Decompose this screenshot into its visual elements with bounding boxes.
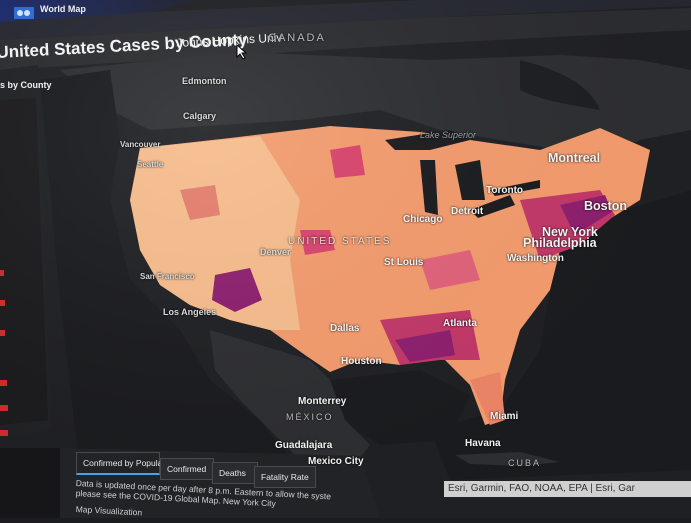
city-guadalajara: Guadalajara <box>275 440 333 451</box>
map-attribution: Esri, Garmin, FAO, NOAA, EPA | Esri, Gar <box>444 481 691 497</box>
label-cuba: CUBA <box>508 458 542 468</box>
city-houston: Houston <box>341 356 382 367</box>
city-atlanta: Atlanta <box>443 318 477 329</box>
city-st-louis: St Louis <box>384 257 424 268</box>
city-dallas: Dallas <box>330 323 360 334</box>
tab-deaths[interactable]: Deaths <box>212 462 258 484</box>
side-panel-title: s by County <box>0 80 52 90</box>
city-monterrey: Monterrey <box>298 396 347 407</box>
city-los-angeles: Los Angeles <box>163 307 217 317</box>
city-chicago: Chicago <box>403 214 443 225</box>
tab-fatality-rate[interactable]: Fatality Rate <box>254 466 316 488</box>
city-washington: Washington <box>507 253 564 264</box>
city-detroit: Detroit <box>451 206 484 217</box>
label-mexico: MÉXICO <box>286 412 334 422</box>
city-calgary: Calgary <box>183 111 217 121</box>
globe-icon <box>14 6 34 19</box>
label-canada: CANADA <box>268 32 326 44</box>
city-philadelphia: Philadelphia <box>523 236 597 250</box>
city-toronto: Toronto <box>486 185 524 196</box>
city-mexico-city: Mexico City <box>308 456 364 467</box>
label-lake-superior: Lake Superior <box>420 130 477 140</box>
city-boston: Boston <box>584 199 628 213</box>
city-seattle: Seattle <box>137 160 164 169</box>
cursor-icon <box>236 43 248 65</box>
city-edmonton: Edmonton <box>182 76 227 86</box>
city-miami: Miami <box>490 411 519 422</box>
city-denver: Denver <box>260 247 291 257</box>
label-united-states: UNITED STATES <box>288 236 392 247</box>
city-vancouver: Vancouver <box>120 140 161 149</box>
city-havana: Havana <box>465 438 501 449</box>
city-new-york: New York <box>542 225 598 239</box>
app-title: World Map <box>40 4 86 14</box>
city-san-francisco: San Francisco <box>140 272 195 281</box>
tab-confirmed-by-population[interactable]: Confirmed by Population <box>76 452 176 475</box>
tab-confirmed[interactable]: Confirmed <box>160 458 214 480</box>
map-title-bar: United States Cases by County Johns Hopk… <box>0 30 420 67</box>
city-montreal: Montreal <box>548 151 601 165</box>
